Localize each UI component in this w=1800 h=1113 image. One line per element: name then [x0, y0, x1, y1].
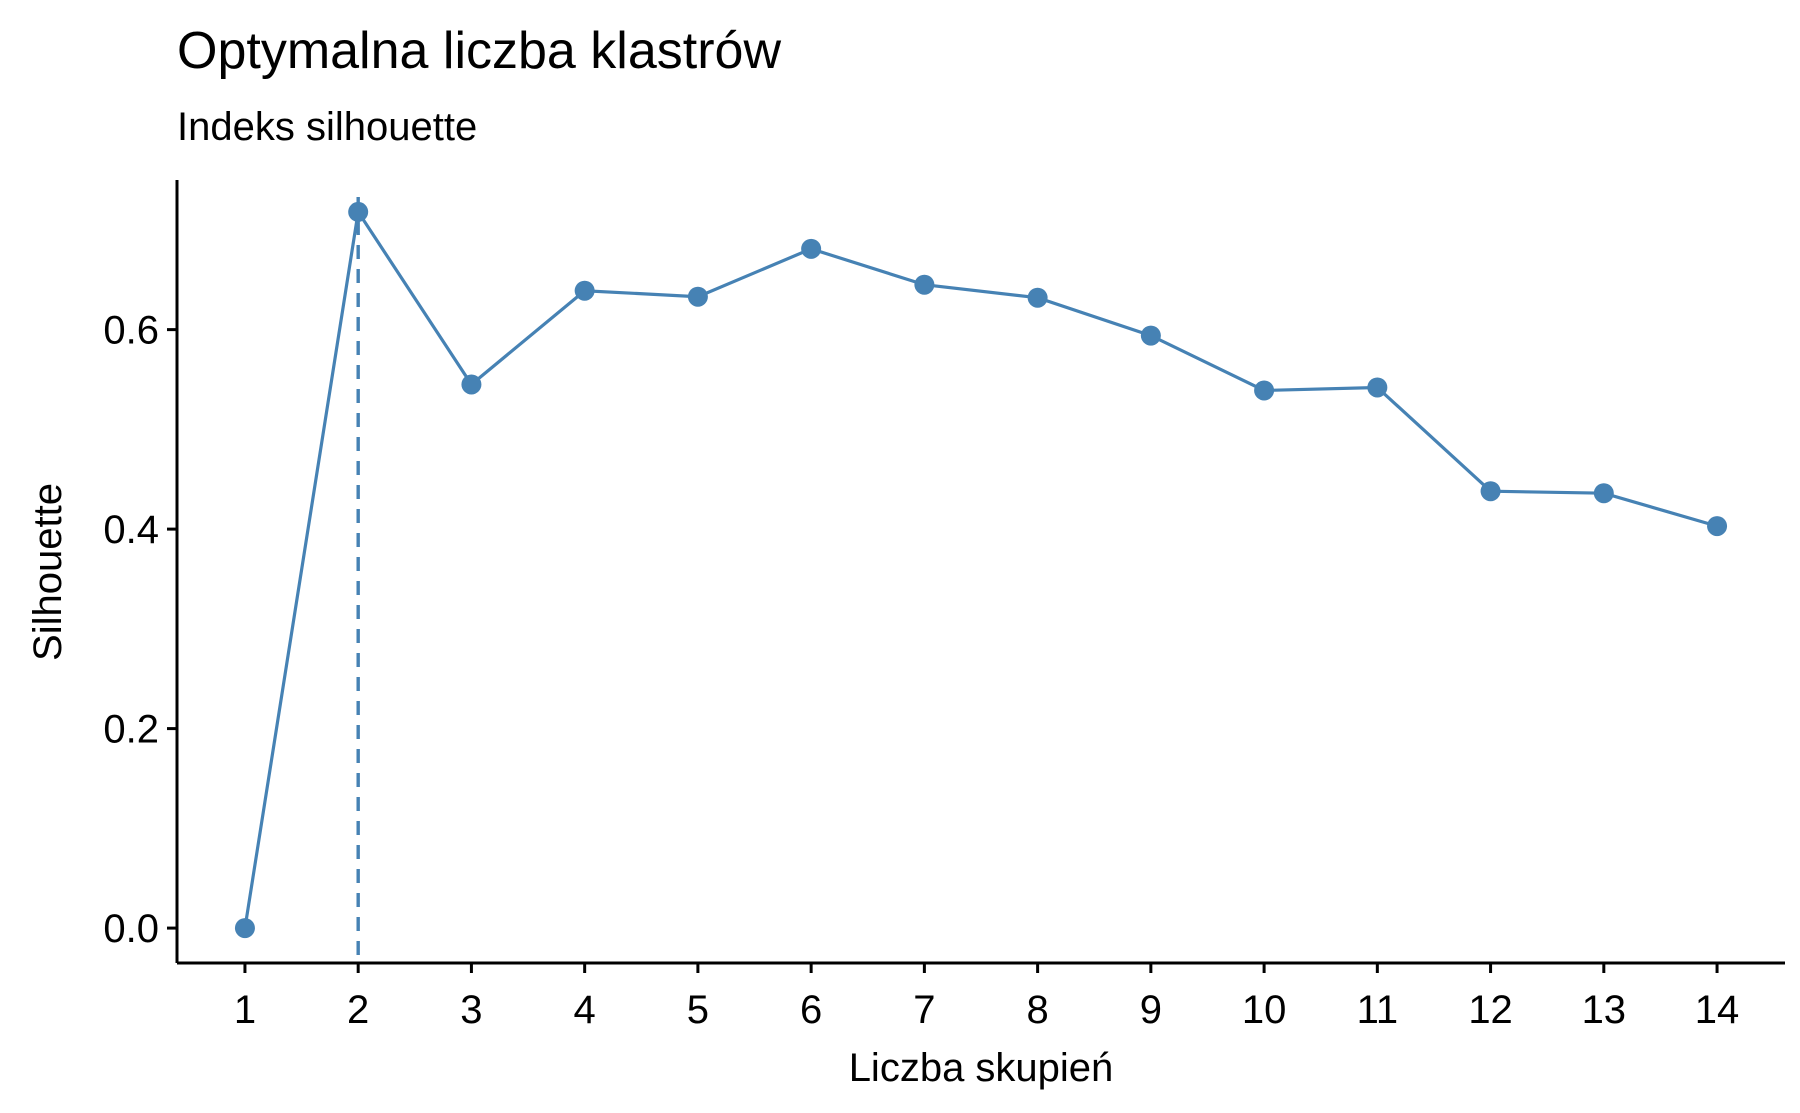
x-tick-label: 10 [1242, 988, 1287, 1032]
x-tick-label: 12 [1468, 988, 1513, 1032]
plot-area [234, 197, 1728, 963]
x-tick-label: 6 [800, 988, 822, 1032]
data-point [461, 374, 482, 395]
silhouette-series-line [243, 207, 1718, 929]
y-tick-label: 0.6 [103, 309, 159, 353]
data-point [1480, 481, 1501, 502]
y-axis-label: Silhouette [26, 483, 70, 661]
data-point [914, 274, 935, 295]
x-tick-label: 14 [1695, 988, 1740, 1032]
data-point [801, 238, 822, 259]
x-axis-ticks: 1 2 3 4 5 6 7 8 9 10 11 12 13 14 [234, 963, 1739, 1032]
chart-subtitle: Indeks silhouette [177, 105, 477, 149]
data-point [1707, 516, 1728, 537]
x-tick-label: 4 [574, 988, 596, 1032]
chart-title: Optymalna liczba klastrów [177, 22, 781, 80]
x-axis-label: Liczba skupień [849, 1046, 1114, 1090]
data-point [1593, 483, 1614, 504]
data-point [687, 286, 708, 307]
y-tick-label: 0.2 [103, 708, 159, 752]
data-point [348, 201, 369, 222]
y-tick-label: 0.4 [103, 508, 159, 552]
y-tick-label: 0.0 [103, 907, 159, 951]
data-point [1140, 325, 1161, 346]
x-tick-label: 9 [1140, 988, 1162, 1032]
x-tick-label: 7 [913, 988, 935, 1032]
x-tick-label: 5 [687, 988, 709, 1032]
data-point [1367, 377, 1388, 398]
x-tick-label: 8 [1026, 988, 1048, 1032]
x-tick-label: 3 [460, 988, 482, 1032]
x-tick-label: 2 [347, 988, 369, 1032]
data-point [574, 280, 595, 301]
x-tick-label: 11 [1357, 988, 1399, 1032]
data-point [1027, 287, 1048, 308]
data-point [1254, 380, 1275, 401]
x-tick-label: 1 [234, 988, 256, 1032]
data-point [234, 918, 255, 939]
x-tick-label: 13 [1582, 988, 1627, 1032]
y-axis-ticks: 0.0 0.2 0.4 0.6 [103, 309, 177, 951]
